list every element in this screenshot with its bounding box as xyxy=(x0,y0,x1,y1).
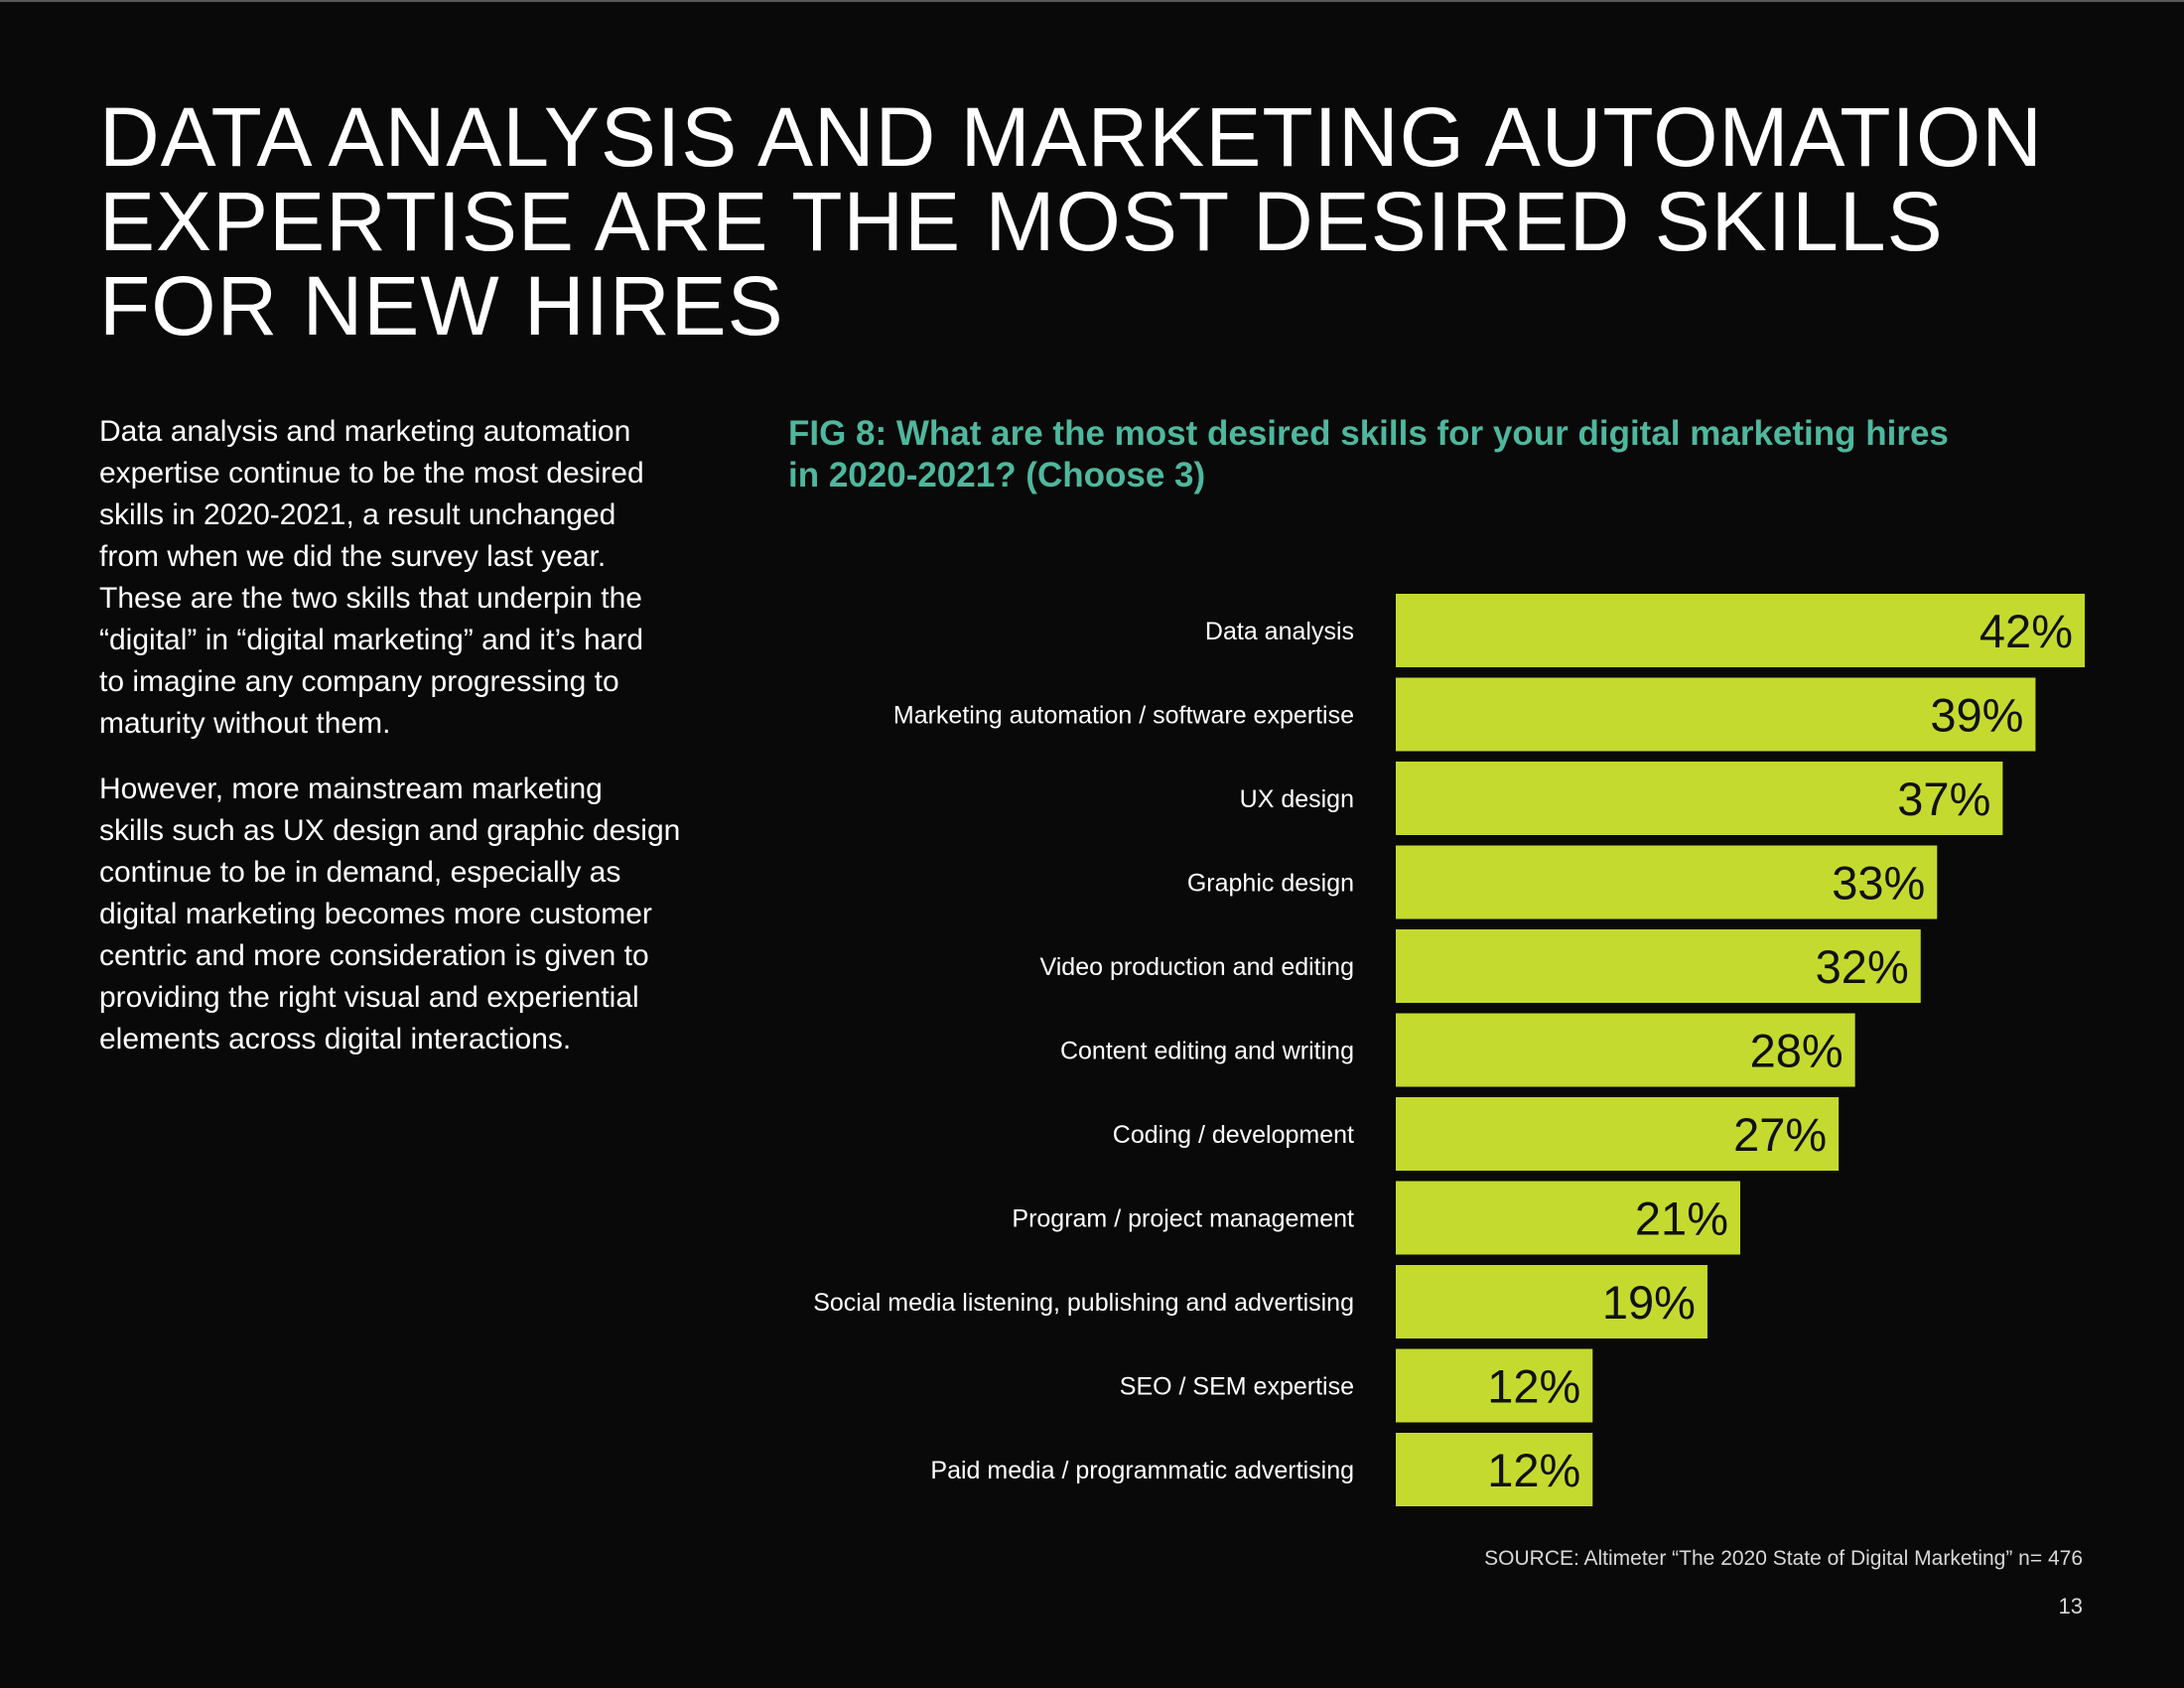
figure-title-line: in 2020-2021? (Choose 3) xyxy=(788,456,1206,494)
top-rule xyxy=(0,0,2184,2)
body-paragraph: However, more mainstream marketing skill… xyxy=(99,769,735,1060)
body-line: skills in 2020-2021, a result unchanged xyxy=(99,498,616,531)
bar-value-label: 21% xyxy=(1635,1193,1728,1245)
headline-line: FOR NEW HIRES xyxy=(99,259,784,352)
body-line: digital marketing becomes more customer xyxy=(99,898,652,930)
category-label: Paid media / programmatic advertising xyxy=(930,1457,1354,1484)
figure-title: FIG 8: What are the most desired skills … xyxy=(788,413,2079,496)
figure-title-line: FIG 8: What are the most desired skills … xyxy=(788,414,1949,453)
bar xyxy=(1396,594,2085,667)
headline-line: EXPERTISE ARE THE MOST DESIRED SKILLS xyxy=(99,175,1944,268)
bar-value-label: 32% xyxy=(1816,940,1909,993)
body-line: centric and more consideration is given … xyxy=(99,939,649,972)
category-label: Marketing automation / software expertis… xyxy=(893,702,1354,730)
bar-value-label: 28% xyxy=(1750,1025,1843,1077)
body-line: expertise continue to be the most desire… xyxy=(99,457,644,490)
headline-line: DATA ANALYSIS AND MARKETING AUTOMATION xyxy=(99,90,2043,184)
bar-value-label: 12% xyxy=(1487,1444,1580,1496)
bar xyxy=(1396,1013,1855,1087)
page-number: 13 xyxy=(2058,1594,2083,1618)
bar xyxy=(1396,1265,1707,1338)
body-line: Data analysis and marketing automation xyxy=(99,415,631,448)
bar xyxy=(1396,1181,1740,1255)
category-label: Data analysis xyxy=(1205,618,1354,645)
category-label: Coding / development xyxy=(1113,1121,1354,1149)
category-label: UX design xyxy=(1240,785,1354,813)
body-line: elements across digital interactions. xyxy=(99,1023,572,1055)
bar-value-label: 12% xyxy=(1487,1360,1580,1413)
body-line: continue to be in demand, especially as xyxy=(99,856,621,889)
bar xyxy=(1396,1433,1593,1506)
body-line: from when we did the survey last year. xyxy=(99,540,607,573)
source-note: SOURCE: Altimeter “The 2020 State of Dig… xyxy=(1484,1547,2083,1570)
body-line: “digital” in “digital marketing” and it’… xyxy=(99,624,644,656)
category-label: Social media listening, publishing and a… xyxy=(813,1289,1354,1317)
bar xyxy=(1396,1097,1840,1171)
body-line: skills such as UX design and graphic des… xyxy=(99,814,681,847)
bar-value-label: 37% xyxy=(1897,773,1990,825)
bar-value-label: 33% xyxy=(1832,857,1925,910)
body-line: providing the right visual and experient… xyxy=(99,981,639,1014)
category-label: Graphic design xyxy=(1187,870,1354,898)
page-headline: DATA ANALYSIS AND MARKETING AUTOMATION E… xyxy=(99,95,2065,349)
body-paragraph: Data analysis and marketing automation e… xyxy=(99,411,735,745)
bar xyxy=(1396,762,2003,835)
bar-value-label: 27% xyxy=(1733,1108,1827,1161)
category-label: Program / project management xyxy=(1012,1205,1354,1233)
bar-value-label: 19% xyxy=(1602,1276,1696,1329)
bar-value-label: 42% xyxy=(1979,605,2073,657)
body-line: to imagine any company progressing to xyxy=(99,665,619,698)
body-line: These are the two skills that underpin t… xyxy=(99,582,642,615)
category-label: SEO / SEM expertise xyxy=(1120,1373,1354,1401)
bar xyxy=(1396,845,1938,919)
bar xyxy=(1396,929,1921,1003)
body-line: However, more mainstream marketing xyxy=(99,773,603,805)
body-copy: Data analysis and marketing automation e… xyxy=(99,411,735,1084)
bar xyxy=(1396,677,2036,752)
category-label: Content editing and writing xyxy=(1060,1038,1354,1065)
body-line: maturity without them. xyxy=(99,707,391,740)
bar-value-label: 39% xyxy=(1930,689,2023,742)
category-label: Video production and editing xyxy=(1040,953,1354,981)
bar xyxy=(1396,1348,1593,1423)
